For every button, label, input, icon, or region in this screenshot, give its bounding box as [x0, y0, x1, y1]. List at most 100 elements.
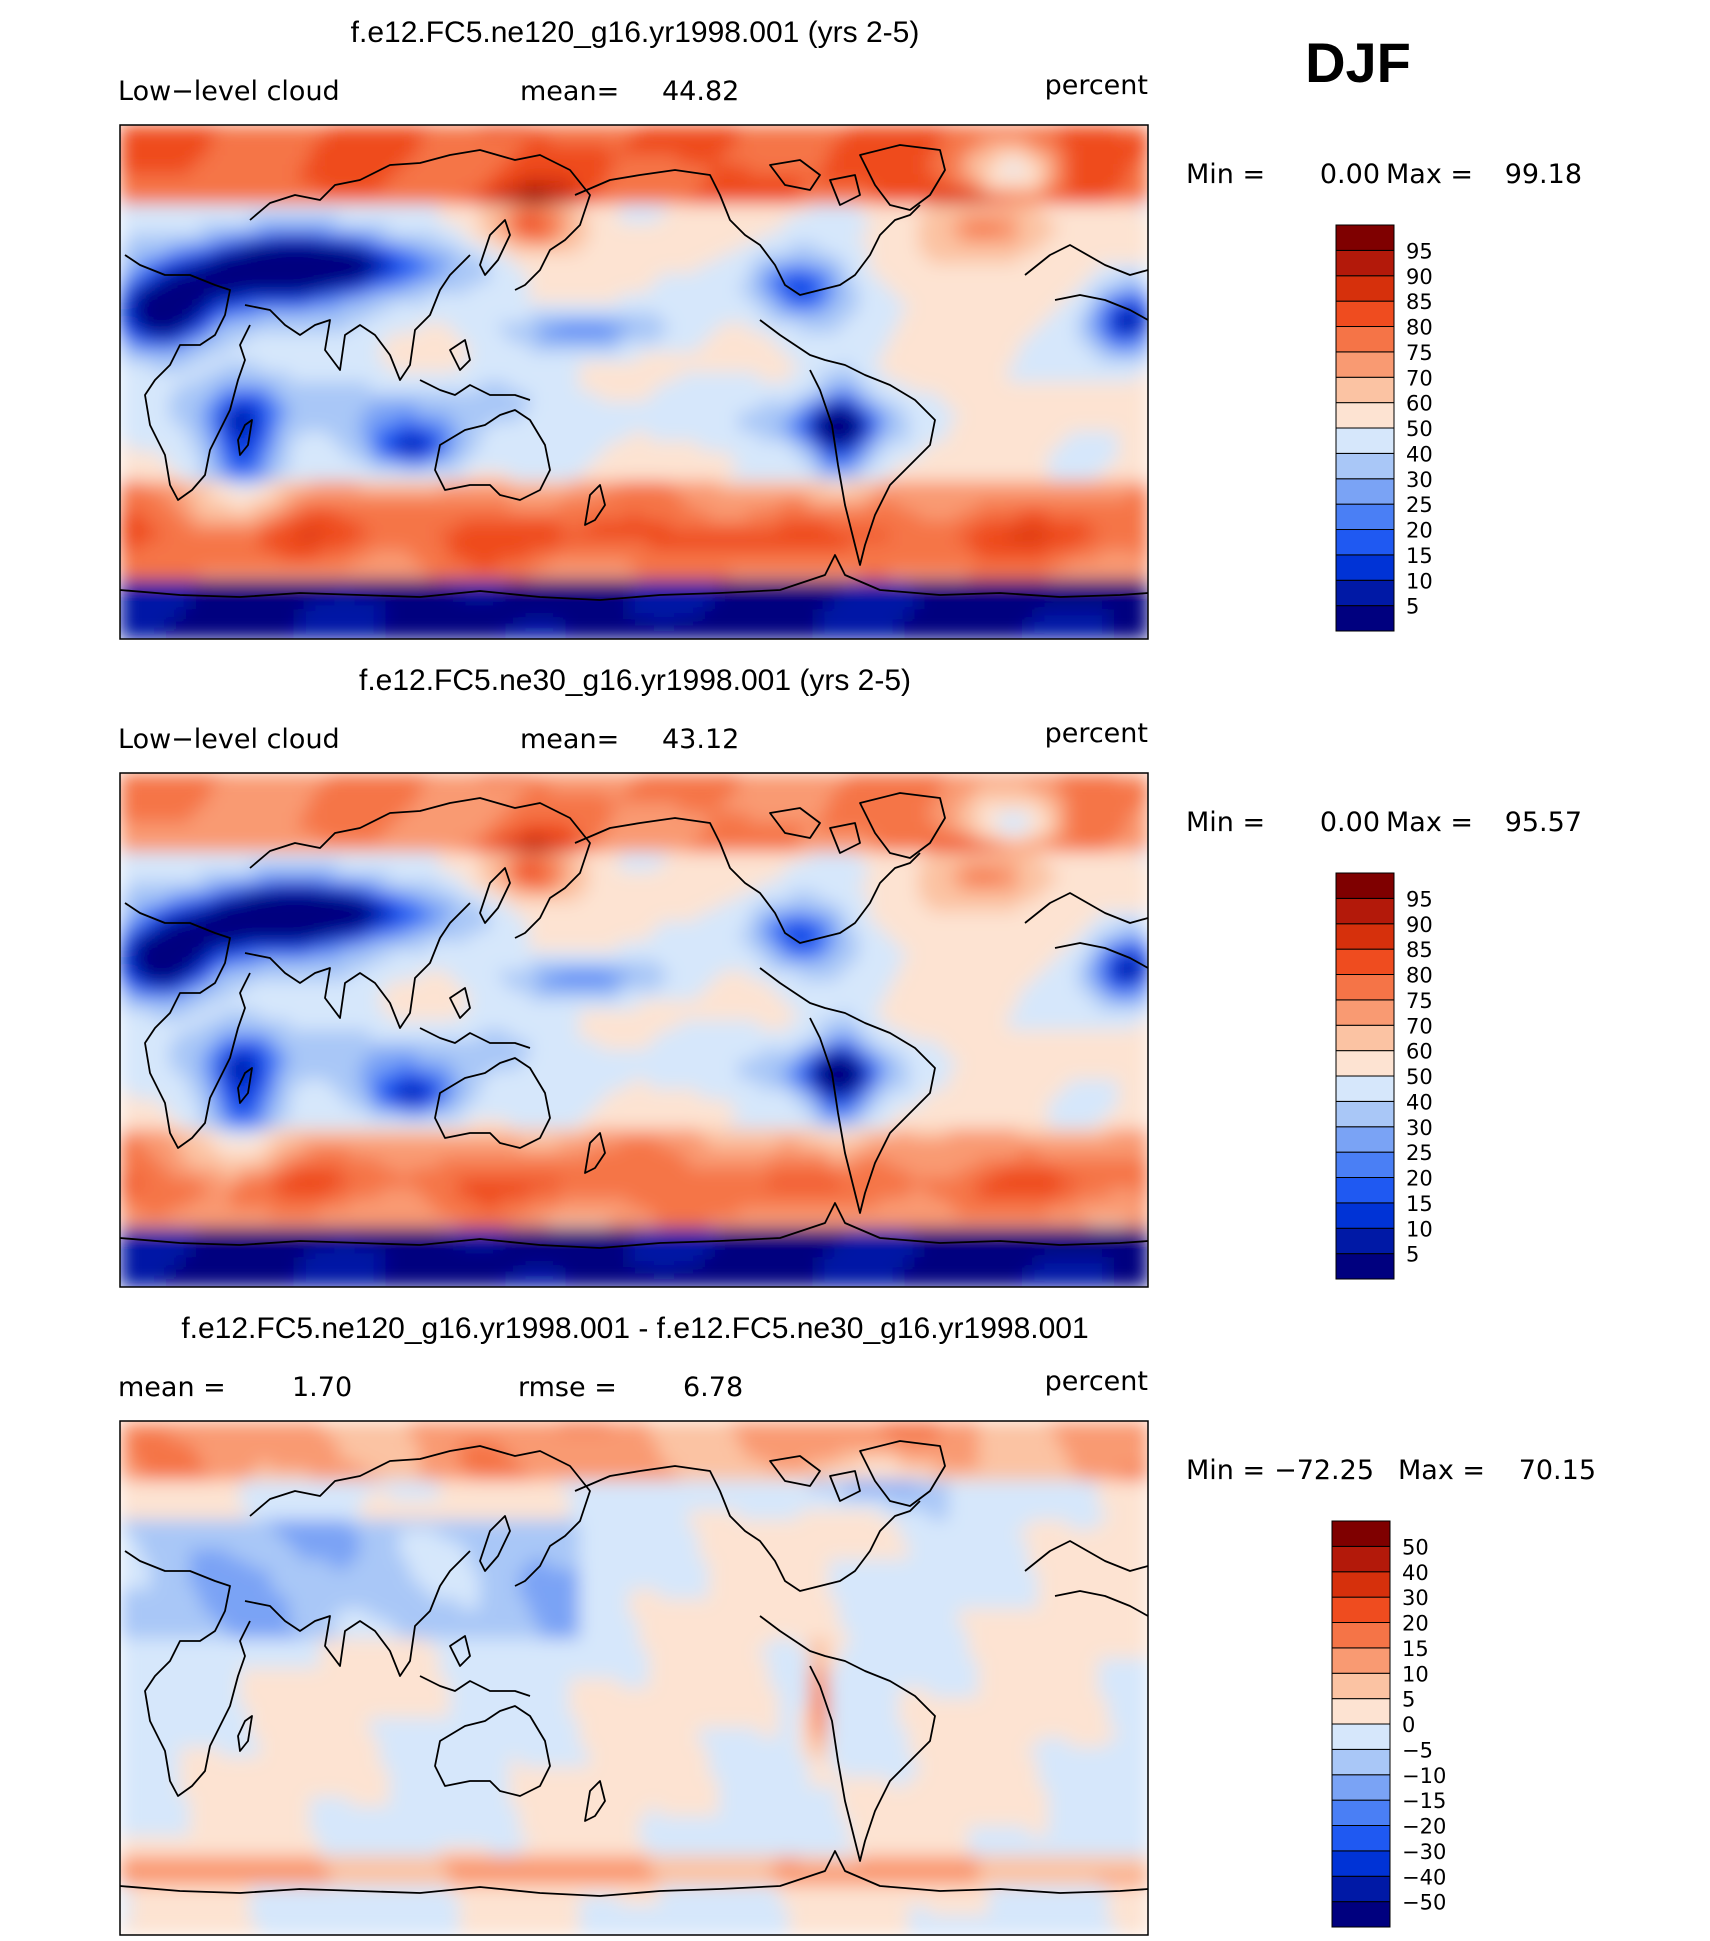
colorbar-label: 10 — [1406, 1217, 1433, 1241]
colorbar-label: 15 — [1406, 544, 1433, 568]
colorbar-label: 90 — [1406, 913, 1433, 937]
panel-3-units: percent — [1045, 1366, 1148, 1397]
colorbar-box — [1335, 529, 1395, 556]
colorbar-label: 40 — [1402, 1561, 1429, 1585]
colorbar-box — [1331, 1901, 1391, 1928]
panel-1-min-value: 0.00 — [1320, 159, 1380, 190]
panel-3-mean-value: 1.70 — [292, 1372, 352, 1403]
colorbar-label: 30 — [1406, 1116, 1433, 1140]
colorbar-box — [1331, 1748, 1391, 1776]
colorbar-label: 20 — [1406, 1167, 1433, 1191]
colorbar-box — [1331, 1799, 1391, 1827]
colorbar-label: 40 — [1406, 442, 1433, 466]
colorbar-label: 50 — [1406, 417, 1433, 441]
panel-3-mean-label: mean = — [118, 1372, 226, 1403]
colorbar-box — [1335, 1075, 1395, 1102]
colorbar-box — [1335, 275, 1395, 302]
panel-3-max-value: 70.15 — [1519, 1455, 1596, 1486]
colorbar-label: 30 — [1406, 468, 1433, 492]
colorbar-label: −10 — [1402, 1764, 1446, 1788]
colorbar-box — [1335, 376, 1395, 404]
panel-3-min-label: Min = — [1186, 1455, 1265, 1486]
colorbar-box — [1335, 999, 1395, 1026]
colorbar-label: 70 — [1406, 1014, 1433, 1038]
colorbar-label: 60 — [1406, 1040, 1433, 1064]
colorbar-label: −50 — [1402, 1891, 1446, 1915]
panel-3-min-value: −72.25 — [1274, 1455, 1374, 1486]
colorbar-box — [1335, 249, 1395, 277]
panel-2-title: f.e12.FC5.ne30_g16.yr1998.001 (yrs 2-5) — [359, 664, 911, 697]
colorbar-label: 80 — [1406, 964, 1433, 988]
colorbar-box — [1335, 1227, 1395, 1255]
colorbar-box — [1331, 1850, 1391, 1877]
colorbar-box — [1335, 897, 1395, 925]
panel-1-max-value: 99.18 — [1505, 159, 1582, 190]
colorbar-label: 85 — [1406, 938, 1433, 962]
colorbar-box — [1335, 1253, 1395, 1280]
colorbar-box — [1331, 1774, 1391, 1801]
colorbar-box — [1335, 923, 1395, 950]
colorbar-box — [1335, 402, 1395, 429]
colorbar-label: −5 — [1402, 1738, 1433, 1762]
colorbar-box — [1331, 1825, 1391, 1852]
panel-2-min-value: 0.00 — [1320, 807, 1380, 838]
colorbar-box — [1335, 605, 1395, 632]
colorbar-label: 15 — [1402, 1637, 1429, 1661]
colorbar-label: 5 — [1406, 1243, 1419, 1267]
colorbar-label: 10 — [1406, 569, 1433, 593]
colorbar-box — [1335, 1126, 1395, 1153]
colorbar-label: 25 — [1406, 493, 1433, 517]
colorbar-label: 10 — [1402, 1662, 1429, 1686]
colorbar-box — [1335, 1050, 1395, 1077]
colorbar-label: 75 — [1406, 989, 1433, 1013]
colorbar-label: 85 — [1406, 290, 1433, 314]
colorbar-box — [1335, 1100, 1395, 1128]
colorbar-box — [1331, 1622, 1391, 1649]
colorbar-box — [1331, 1698, 1391, 1725]
colorbar-label: −15 — [1402, 1789, 1446, 1813]
panel-2-min-label: Min = — [1186, 807, 1265, 838]
colorbar-box — [1331, 1723, 1391, 1750]
colorbar-box — [1331, 1875, 1391, 1903]
colorbar-box — [1335, 1024, 1395, 1052]
colorbar-label: 20 — [1402, 1612, 1429, 1636]
colorbar-label: 90 — [1406, 265, 1433, 289]
panel-2-mean-label: mean= — [520, 724, 619, 755]
colorbar-box — [1335, 1202, 1395, 1229]
colorbar-label: 80 — [1406, 316, 1433, 340]
panel-1-min-label: Min = — [1186, 159, 1265, 190]
colorbar-box — [1335, 503, 1395, 531]
panel-1-map — [119, 124, 1149, 640]
colorbar-box — [1331, 1571, 1391, 1598]
colorbar-label: −40 — [1402, 1865, 1446, 1889]
panel-1-mean-value: 44.82 — [662, 76, 739, 107]
panel-3-rmse-value: 6.78 — [683, 1372, 743, 1403]
panel-1-minmax: Min = 0.00 Max = 99.18 — [1186, 159, 1582, 190]
panel-2-minmax: Min = 0.00 Max = 95.57 — [1186, 807, 1582, 838]
colorbar-label: 50 — [1406, 1065, 1433, 1089]
colorbar-box — [1335, 554, 1395, 581]
panel-1-variable: Low−level cloud — [118, 76, 340, 107]
colorbar-box — [1335, 326, 1395, 353]
colorbar-label: 5 — [1406, 595, 1419, 619]
colorbar-label: 75 — [1406, 341, 1433, 365]
colorbar-label: 60 — [1406, 392, 1433, 416]
panel-2-map — [119, 772, 1149, 1288]
colorbar-box — [1335, 300, 1395, 328]
panel-1-units: percent — [1045, 70, 1148, 101]
colorbar-box — [1335, 1151, 1395, 1179]
panel-2-variable: Low−level cloud — [118, 724, 340, 755]
colorbar-label: 40 — [1406, 1090, 1433, 1114]
colorbar-label: 25 — [1406, 1141, 1433, 1165]
colorbar-box — [1335, 224, 1395, 251]
colorbar-label: 70 — [1406, 366, 1433, 390]
panel-2-mean-value: 43.12 — [662, 724, 739, 755]
colorbar-label: 30 — [1402, 1586, 1429, 1610]
colorbar-label: −20 — [1402, 1815, 1446, 1839]
colorbar-box — [1331, 1545, 1391, 1573]
panel-1-max-label: Max = — [1386, 159, 1473, 190]
